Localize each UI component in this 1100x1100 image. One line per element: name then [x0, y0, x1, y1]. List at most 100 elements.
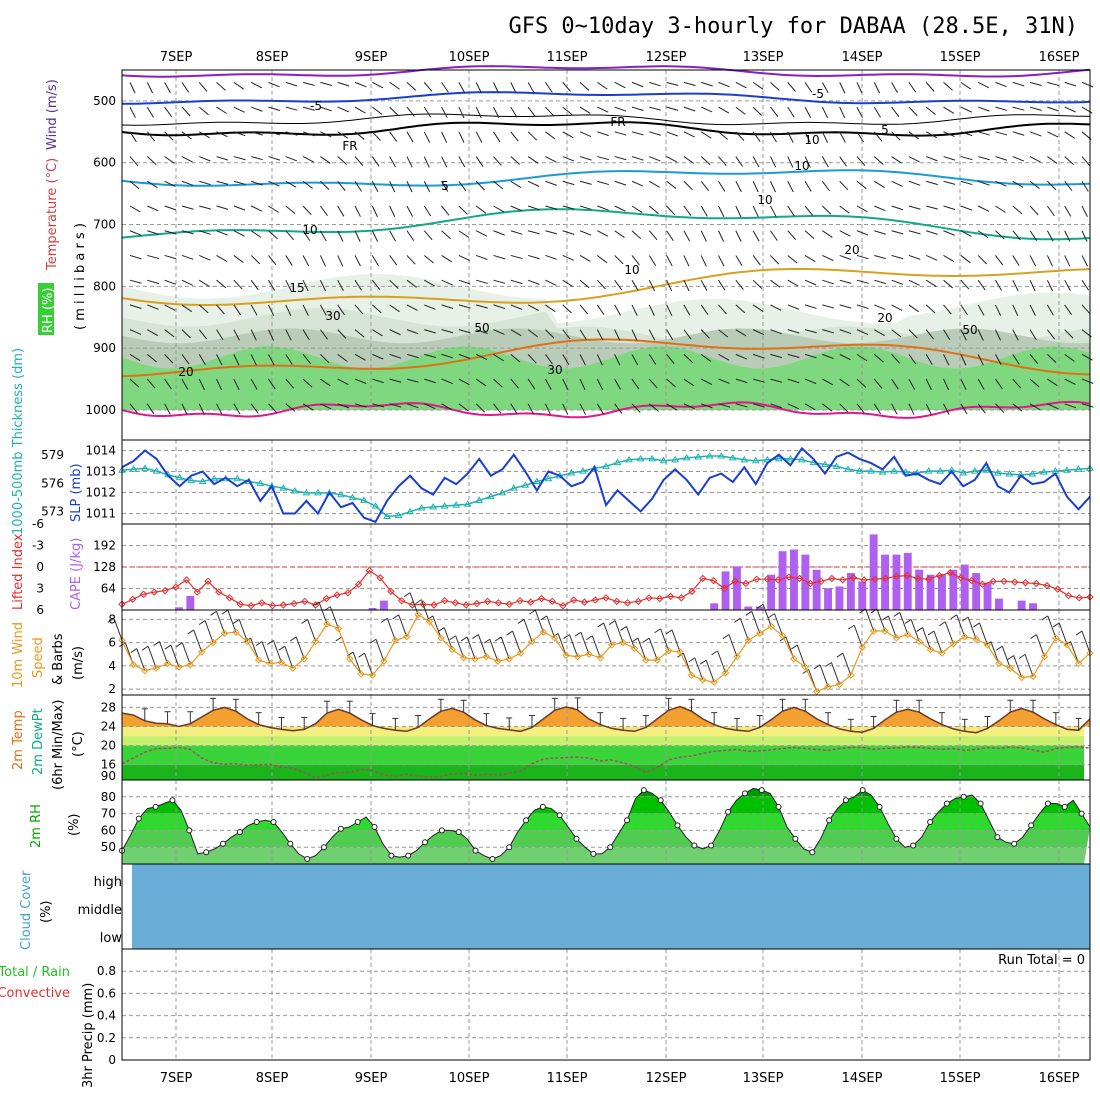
wind-barb — [181, 156, 193, 163]
wind10-barb-feather — [369, 638, 377, 644]
wind-barb — [960, 378, 967, 391]
wind-barb — [510, 353, 521, 363]
wind10-barb-feather — [927, 630, 935, 636]
precip-tick: 0.4 — [97, 1009, 116, 1023]
rh-point — [640, 787, 647, 794]
wind-barb — [129, 131, 137, 143]
wind-barb — [545, 131, 556, 140]
wind-barb — [527, 205, 540, 211]
wind-barb — [1012, 255, 1020, 266]
wind10-point — [402, 633, 411, 641]
contour-freezing — [121, 121, 1091, 137]
cape-bar — [995, 598, 1003, 610]
wind-barb — [839, 304, 852, 309]
wind10-barb — [796, 644, 806, 668]
wind10-barb-feather — [529, 609, 536, 615]
wind10-point — [198, 648, 206, 656]
wind10-point — [232, 628, 240, 636]
wind10-point — [323, 620, 331, 628]
wind-barb — [545, 329, 555, 339]
wind-barb — [129, 156, 139, 166]
wind-barb — [354, 205, 361, 217]
wind-barb — [406, 131, 414, 143]
wind-barb — [302, 180, 313, 189]
rh-band-90 — [122, 346, 1090, 410]
wind-barb — [545, 230, 558, 235]
wind-barb — [250, 378, 258, 390]
wind-barb — [597, 255, 608, 264]
cape-ylabel-li: Lifted Index — [11, 533, 26, 610]
wind-barb — [735, 353, 748, 360]
wind-barb — [700, 230, 707, 242]
wind-barb — [614, 255, 624, 265]
wind-barb — [562, 304, 572, 314]
wind-barb — [199, 230, 211, 235]
wind-barb — [285, 255, 293, 266]
li-point — [591, 596, 599, 604]
wind10-barb-feather — [904, 619, 912, 624]
wind-barb — [995, 205, 1006, 213]
wind-barb — [700, 205, 708, 217]
wind-barb — [1064, 81, 1077, 87]
wind10-barb-feather — [381, 617, 388, 623]
wind-barb — [458, 353, 471, 359]
contour-freezing-2 — [121, 113, 1091, 126]
wind-barb — [562, 230, 575, 235]
wind-barb — [977, 329, 984, 341]
wind-barb — [873, 403, 882, 415]
wind-barb — [648, 403, 659, 412]
wind-barb — [1081, 279, 1090, 291]
wind10-barb-feather — [734, 617, 741, 623]
wind-barb — [441, 230, 451, 240]
wind-barb — [977, 354, 984, 366]
thickness-point — [602, 462, 610, 469]
wind-barb — [406, 230, 415, 241]
wind-barb — [614, 378, 622, 390]
wind-barb — [960, 131, 973, 137]
contour-label: 50 — [474, 321, 489, 335]
wind-barb — [995, 403, 1005, 413]
wind-barb — [371, 156, 380, 167]
wind-barb — [354, 304, 364, 315]
wind-barb — [337, 329, 347, 339]
li-point — [795, 574, 804, 583]
wind-barb — [199, 180, 211, 186]
wind-barb — [908, 304, 919, 313]
wind10-barb-feather — [187, 629, 194, 635]
contour-label: FR — [610, 115, 625, 129]
wind-barb — [995, 106, 1008, 111]
cape-bar — [175, 607, 183, 610]
wind-barb — [493, 180, 504, 190]
wind-barb — [493, 106, 500, 119]
wind-barb — [510, 378, 519, 389]
wind10-point — [812, 687, 821, 696]
wind-barb — [216, 81, 226, 91]
wind10-point — [710, 678, 718, 686]
wind-barb — [164, 329, 175, 338]
wind-barb — [493, 82, 500, 94]
wind-barb — [337, 255, 344, 267]
wind-barb — [596, 304, 605, 316]
cape-tick: 128 — [93, 560, 116, 574]
thickness-point — [509, 484, 518, 491]
wind10-barb — [1047, 615, 1057, 639]
wind10-point — [949, 640, 958, 648]
wind-barb — [769, 181, 776, 193]
li-point — [354, 580, 363, 588]
wind10-barb — [865, 608, 875, 632]
wind-barb — [562, 279, 574, 288]
wind10-barb-feather — [950, 614, 958, 620]
wind10-barb-feather — [210, 610, 217, 616]
wind-barb — [181, 205, 194, 210]
wind-barb — [960, 279, 970, 290]
wind-barb — [493, 329, 505, 335]
wind-barb — [302, 205, 312, 216]
wind-barb — [821, 156, 829, 168]
wind-barb — [770, 279, 781, 288]
wind-barb — [268, 329, 275, 341]
thickness-point — [210, 474, 219, 482]
date-label-top: 14SEP — [842, 50, 883, 65]
wind10-point — [300, 655, 308, 663]
cape-bar — [972, 573, 981, 610]
thickness-point — [625, 455, 633, 463]
